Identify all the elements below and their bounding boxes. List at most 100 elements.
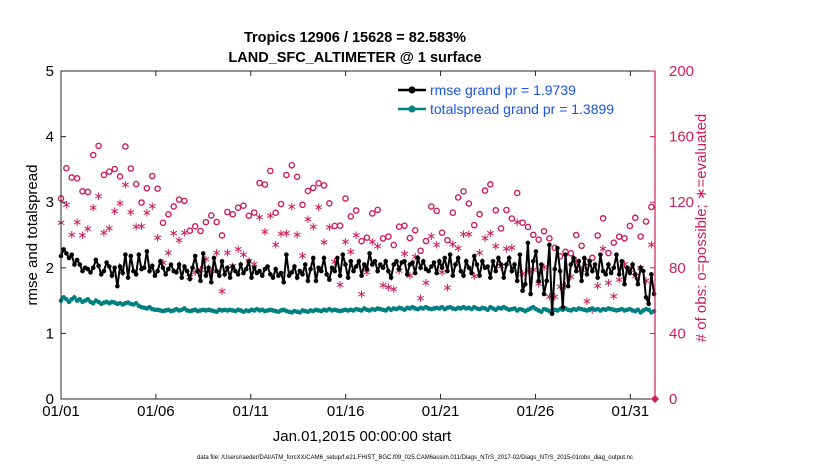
obs-possible-marker (395, 223, 403, 230)
rmse-point (66, 255, 72, 261)
obs-evaluated-marker: ∗ (577, 262, 587, 276)
obs-possible-marker (170, 203, 178, 210)
obs-evaluated-marker: ∗ (437, 265, 447, 279)
obs-evaluated-marker: ∗ (593, 279, 603, 293)
rmse-point (557, 268, 563, 274)
obs-possible-marker (84, 188, 92, 196)
x-tick-label: 01/06 (137, 403, 175, 420)
obs-evaluated-marker: ∗ (399, 246, 409, 260)
y-left-tick-label: 3 (46, 194, 54, 211)
obs-possible-marker (637, 233, 644, 240)
rmse-point (375, 268, 380, 274)
rmse-point (284, 252, 289, 257)
rmse-point (439, 265, 445, 271)
obs-possible-marker (95, 142, 102, 150)
obs-possible-marker (492, 206, 500, 214)
rmse-point (590, 268, 595, 274)
rmse-point (69, 252, 75, 257)
rmse-point (463, 258, 469, 264)
obs-evaluated-marker: ∗ (421, 275, 431, 289)
rmse-point (364, 266, 370, 272)
rmse-point (80, 268, 85, 274)
obs-possible-marker (535, 236, 542, 244)
rmse-point (230, 264, 236, 269)
rmse-point (378, 262, 383, 267)
rmse-point (225, 265, 230, 271)
rmse-point (259, 273, 265, 278)
legend-rmse-label: rmse grand pr = 1.9739 (430, 82, 576, 98)
chart-title: Tropics 12906 / 15628 = 82.583% LAND_SFC… (228, 30, 481, 66)
obs-possible-marker (79, 187, 86, 195)
rmse-point (498, 262, 504, 267)
rmse-point (131, 268, 136, 274)
rmse-point (412, 270, 418, 276)
title-line1: Tropics 12906 / 15628 = 82.583% (244, 30, 466, 46)
rmse-point (316, 265, 321, 271)
obs-possible-marker (476, 210, 483, 218)
rmse-point (294, 275, 300, 280)
obs-possible-marker (240, 202, 247, 210)
obs-possible-marker (460, 188, 467, 195)
obs-evaluated-marker: ∗ (308, 220, 318, 234)
rmse-point (485, 264, 490, 269)
obs-possible-marker (224, 208, 231, 216)
obs-possible-marker (621, 234, 628, 242)
rmse-point (160, 265, 166, 271)
rmse-point (61, 247, 66, 252)
obs-evaluated-marker: ∗ (142, 206, 152, 220)
obs-possible-marker (567, 250, 575, 257)
obs-possible-marker (572, 231, 580, 239)
rmse-point (200, 251, 206, 256)
rmse-point (238, 262, 244, 267)
rmse-point (324, 272, 329, 277)
rmse-point (300, 272, 305, 277)
obs-possible-marker (234, 204, 242, 212)
rmse-point (471, 253, 477, 259)
rmse-point (619, 258, 625, 264)
obs-possible-marker (546, 235, 553, 242)
obs-evaluated-marker: ∗ (501, 242, 511, 256)
y-right-tick-label: 80 (669, 260, 686, 277)
obs-evaluated-marker: ∗ (136, 219, 146, 233)
obs-evaluated-marker: ∗ (620, 257, 630, 271)
obs-possible-marker (368, 210, 376, 217)
rmse-point (450, 273, 456, 278)
obs-evaluated-marker: ∗ (335, 278, 345, 292)
rmse-point (547, 242, 552, 248)
obs-evaluated-marker: ∗ (206, 264, 216, 278)
rmse-point (587, 258, 592, 264)
obs-possible-marker (390, 241, 398, 249)
rmse-point (477, 273, 482, 278)
obs-evaluated-marker: ∗ (383, 280, 393, 294)
rmse-point (394, 258, 399, 264)
rmse-point (351, 268, 356, 274)
obs-possible-marker (529, 231, 537, 239)
obs-possible-marker (626, 222, 634, 230)
obs-evaluated-marker: ∗ (598, 242, 608, 256)
rmse-point (308, 266, 313, 272)
rmse-point (222, 272, 227, 277)
obs-possible-marker (293, 173, 301, 181)
obs-possible-marker (320, 182, 328, 189)
legend-rmse-marker (408, 86, 416, 94)
obs-possible-marker (159, 219, 167, 227)
rmse-point (281, 279, 287, 285)
obs-possible-marker (342, 195, 349, 202)
y-right-tick-label: 0 (669, 391, 677, 408)
obs-possible-marker (594, 232, 601, 239)
rmse-point (337, 273, 343, 278)
obs-evaluated-marker: ∗ (641, 274, 651, 288)
rmse-point (415, 255, 421, 261)
obs-possible-marker (148, 172, 156, 180)
obs-evaluated-marker: ∗ (480, 231, 490, 245)
obs-evaluated-marker: ∗ (319, 235, 329, 249)
obs-evaluated-marker: ∗ (255, 210, 265, 224)
x-axis: 01/01 01/06 01/11 01/16 01/21 01/26 01/31 (42, 71, 649, 420)
obs-evaluated-marker: ∗ (534, 277, 544, 291)
rmse-point (522, 281, 528, 287)
obs-evaluated-marker: ∗ (512, 215, 522, 229)
obs-evaluated-marker: ∗ (249, 257, 259, 271)
obs-possible-marker (401, 222, 408, 230)
obs-possible-marker (309, 184, 317, 192)
rmse-point (195, 268, 201, 274)
